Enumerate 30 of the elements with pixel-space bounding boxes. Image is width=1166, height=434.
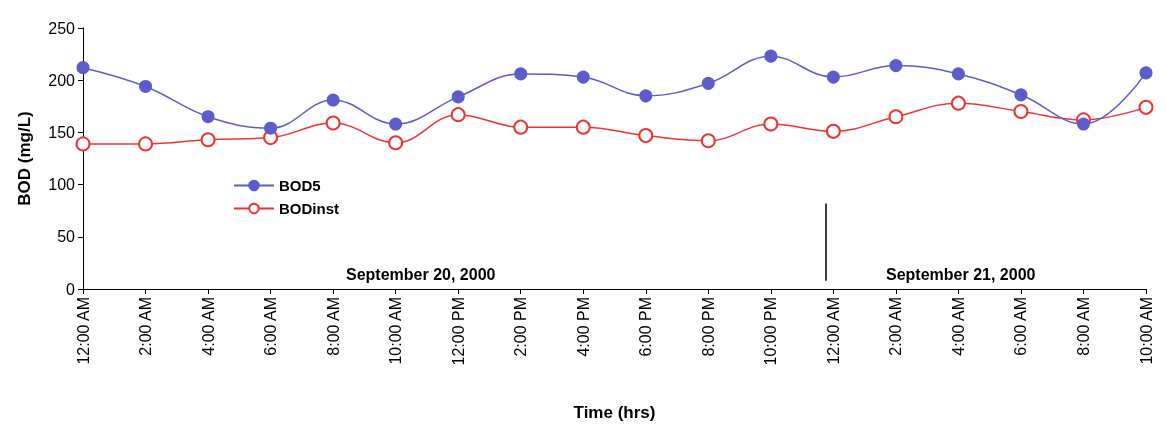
y-tick-label: 150: [48, 123, 76, 141]
y-tick-label: 200: [48, 71, 76, 89]
x-tick-label: 2:00 AM: [887, 297, 905, 356]
x-tick-label: 10:00 AM: [387, 297, 405, 365]
x-tick-label: 8:00 PM: [699, 297, 717, 357]
x-axis-title: Time (hrs): [573, 403, 656, 422]
x-tick-label: 2:00 AM: [137, 297, 155, 356]
y-axis-title: BOD (mg/L): [15, 111, 34, 206]
annotation: September 20, 2000: [346, 265, 496, 283]
x-tick-label: 6:00 AM: [1012, 297, 1030, 356]
annotation: September 21, 2000: [886, 265, 1036, 283]
x-tick-label: 4:00 AM: [199, 297, 217, 356]
x-tick-label: 2:00 PM: [512, 297, 530, 357]
x-tick-label: 12:00 PM: [449, 297, 467, 366]
x-tick-label: 4:00 PM: [574, 297, 592, 357]
x-tick-label: 10:00 AM: [1137, 297, 1155, 365]
y-tick-label: 50: [57, 228, 76, 246]
x-tick-label: 10:00 PM: [762, 297, 780, 366]
x-tick-label: 8:00 AM: [1074, 297, 1092, 356]
x-tick-label: 12:00 AM: [74, 297, 92, 365]
x-tick-label: 6:00 AM: [262, 297, 280, 356]
legend-label: BODinst: [279, 200, 339, 217]
legend-label: BOD5: [279, 177, 321, 194]
x-tick-label: 6:00 PM: [637, 297, 655, 357]
x-tick-label: 12:00 AM: [824, 297, 842, 365]
y-tick-label: 0: [66, 280, 76, 298]
x-tick-label: 4:00 AM: [949, 297, 967, 356]
y-tick-label: 100: [48, 176, 76, 194]
x-tick-label: 8:00 AM: [324, 297, 342, 356]
y-tick-label: 250: [48, 19, 76, 37]
